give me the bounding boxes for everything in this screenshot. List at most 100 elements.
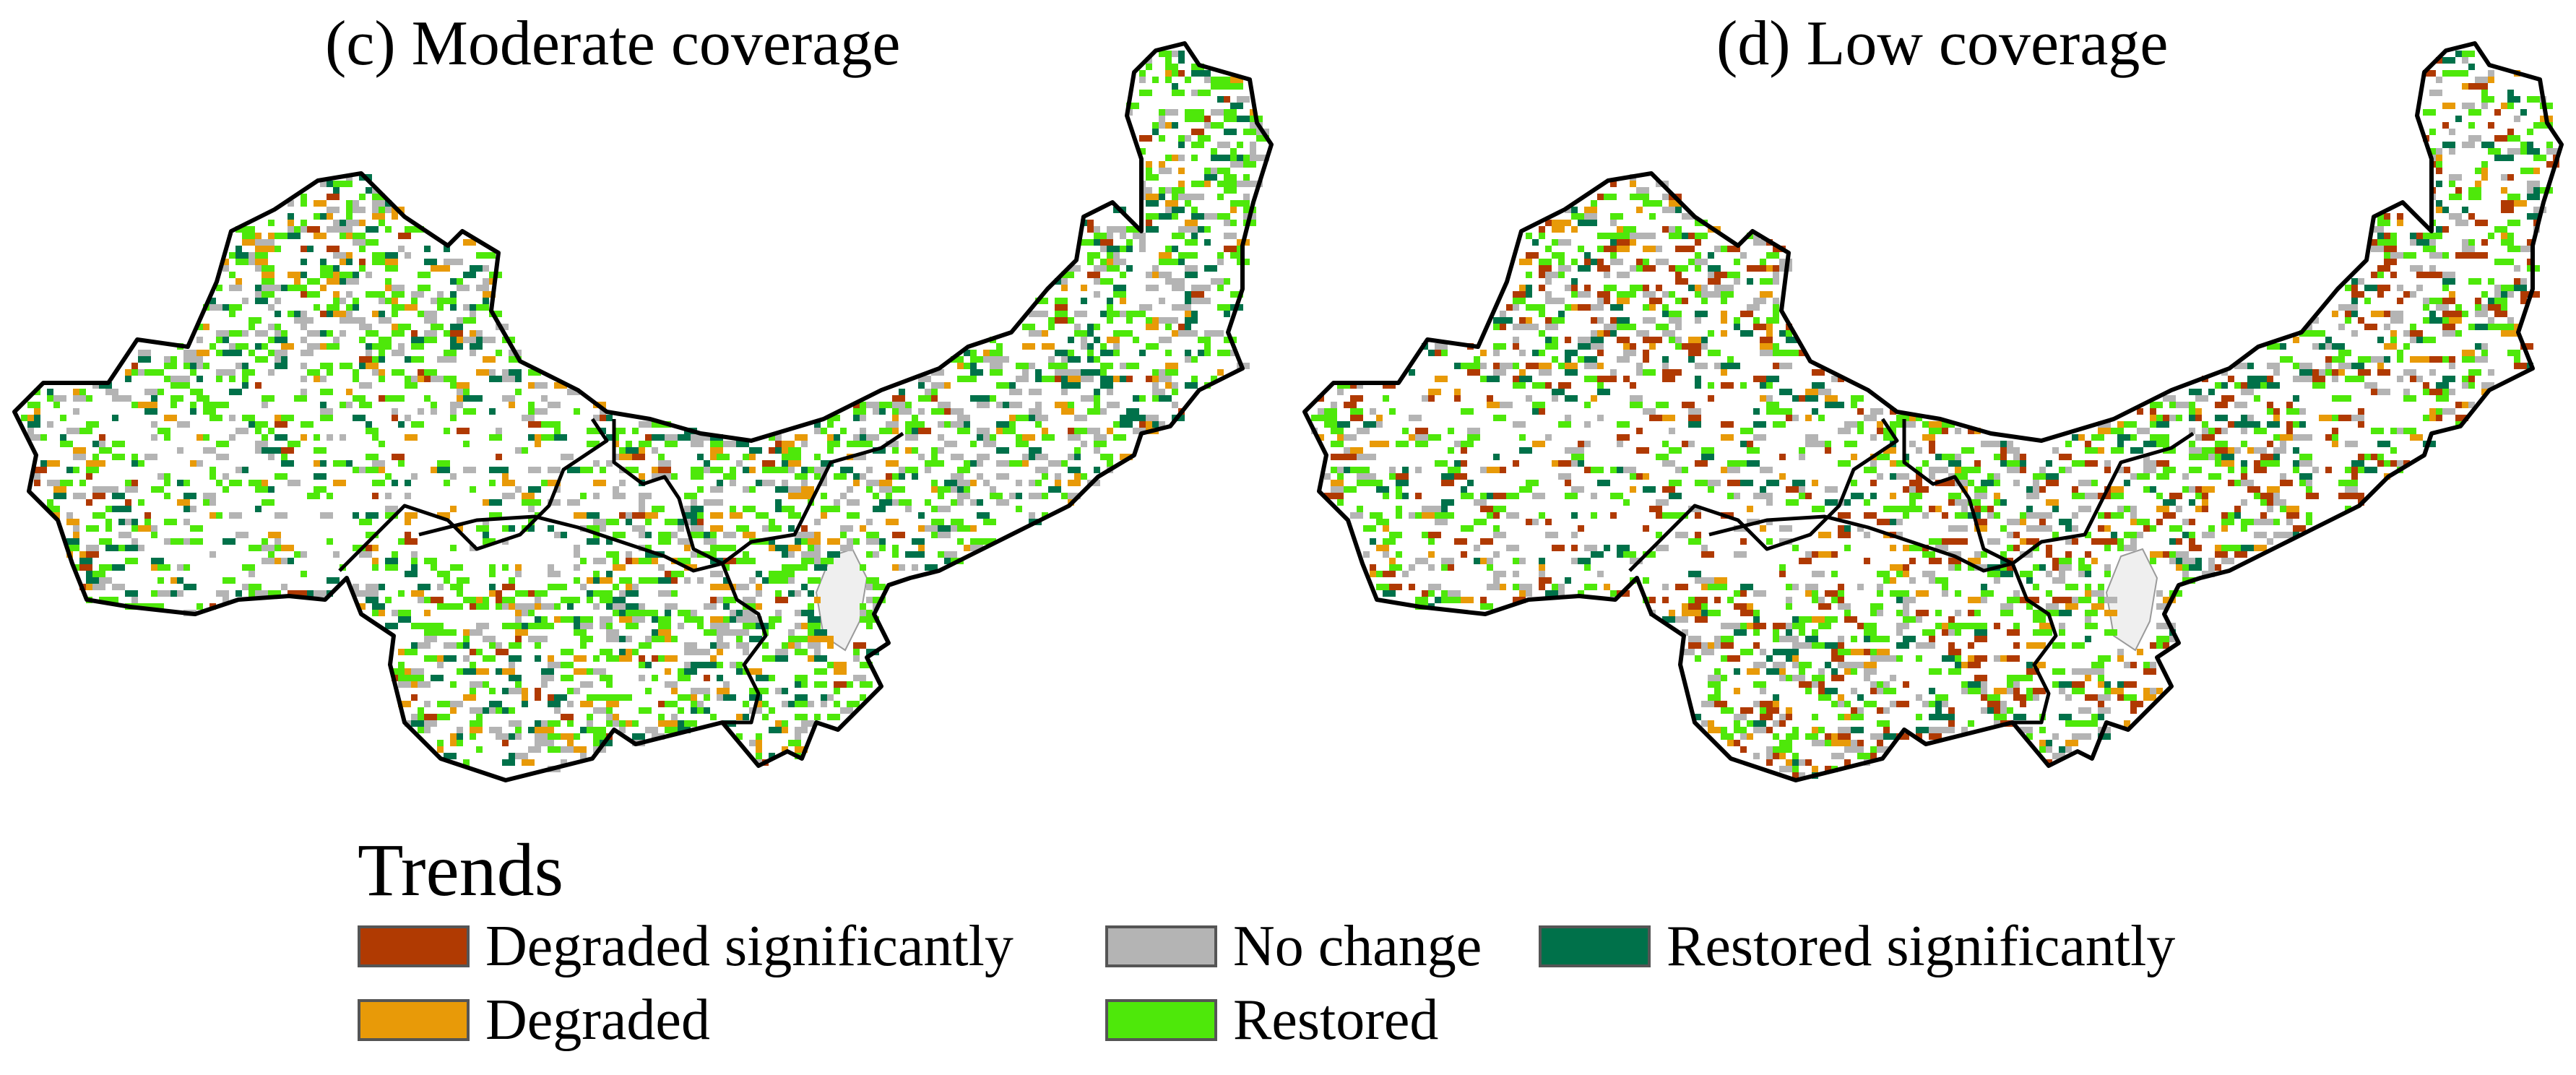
trend-pixel xyxy=(1974,493,1981,499)
trend-pixel xyxy=(2501,174,2507,181)
trend-pixel xyxy=(73,447,86,454)
trend-pixel xyxy=(548,402,561,408)
trend-pixel xyxy=(1022,460,1029,467)
trend-pixel xyxy=(1480,603,1487,610)
trend-pixel xyxy=(242,298,248,304)
trend-pixel xyxy=(2384,460,2390,467)
trend-pixel xyxy=(2384,213,2390,220)
trend-pixel xyxy=(1844,441,1857,447)
trend-pixel xyxy=(775,499,782,506)
trend-pixel xyxy=(1636,265,1643,272)
trend-pixel xyxy=(1198,135,1211,142)
trend-pixel xyxy=(1877,720,1890,727)
trend-pixel xyxy=(1383,551,1389,558)
trend-pixel xyxy=(203,324,209,330)
trend-pixel xyxy=(639,655,645,662)
trend-pixel xyxy=(470,681,483,688)
trend-pixel xyxy=(2267,421,2273,428)
trend-pixel xyxy=(1974,610,1981,616)
trend-pixel xyxy=(593,603,600,610)
trend-pixel xyxy=(944,558,951,564)
trend-pixel xyxy=(2221,454,2234,460)
trend-pixel xyxy=(2098,655,2111,662)
trend-pixel xyxy=(1662,330,1675,337)
trend-pixel xyxy=(743,558,756,564)
trend-pixel xyxy=(1981,707,1987,714)
trend-pixel xyxy=(853,454,866,460)
trend-pixel xyxy=(1191,64,1204,70)
trend-pixel xyxy=(1799,616,1812,623)
trend-pixel xyxy=(2013,681,2020,688)
trend-pixel xyxy=(1172,285,1185,291)
trend-pixel xyxy=(756,675,769,681)
trend-pixel xyxy=(398,616,411,623)
trend-pixel xyxy=(379,610,385,616)
trend-pixel xyxy=(548,727,554,733)
legend-swatch-degraded-significantly xyxy=(358,925,470,967)
trend-pixel xyxy=(1727,467,1740,473)
trend-pixel xyxy=(2124,421,2137,428)
trend-pixel xyxy=(918,428,931,434)
trend-pixel xyxy=(301,337,307,343)
trend-pixel xyxy=(2462,350,2475,356)
trend-pixel xyxy=(314,213,320,220)
trend-pixel xyxy=(652,434,665,441)
trend-pixel xyxy=(2455,330,2462,337)
trend-pixel xyxy=(437,291,444,298)
trend-pixel xyxy=(1578,590,1584,597)
trend-pixel xyxy=(2501,330,2514,337)
trend-pixel xyxy=(437,571,450,577)
trend-pixel xyxy=(892,415,899,421)
trend-pixel xyxy=(444,428,450,434)
trend-pixel xyxy=(1701,551,1714,558)
trend-pixel xyxy=(2195,408,2202,415)
trend-pixel xyxy=(2442,324,2455,330)
trend-pixel xyxy=(704,688,710,694)
trend-pixel xyxy=(2007,675,2020,681)
trend-pixel xyxy=(177,376,190,382)
trend-pixel xyxy=(222,337,229,343)
trend-pixel xyxy=(1539,369,1552,376)
trend-pixel xyxy=(2104,597,2117,603)
trend-pixel xyxy=(1773,363,1779,369)
trend-pixel xyxy=(515,447,522,454)
trend-pixel xyxy=(1851,402,1857,408)
trend-pixel xyxy=(1448,467,1461,473)
trend-pixel xyxy=(2117,538,2124,545)
trend-pixel xyxy=(502,473,509,480)
trend-pixel xyxy=(2488,77,2494,83)
trend-pixel xyxy=(1695,252,1701,259)
trend-pixel xyxy=(1799,681,1812,688)
trend-pixel xyxy=(2351,363,2364,369)
trend-pixel xyxy=(1113,291,1126,298)
trend-pixel xyxy=(1370,512,1383,519)
trend-pixel xyxy=(1094,291,1100,298)
trend-pixel xyxy=(1708,382,1714,389)
trend-pixel xyxy=(1968,447,1974,454)
trend-pixel xyxy=(626,551,632,558)
trend-pixel xyxy=(1584,213,1597,220)
trend-pixel xyxy=(1753,727,1766,733)
trend-pixel xyxy=(2026,668,2039,675)
trend-pixel xyxy=(1812,506,1825,512)
trend-pixel xyxy=(1500,584,1506,590)
trend-pixel xyxy=(2319,415,2332,421)
trend-pixel xyxy=(105,519,112,525)
trend-pixel xyxy=(548,733,561,740)
trend-pixel xyxy=(2059,564,2072,571)
trend-pixel xyxy=(268,324,275,330)
trend-pixel xyxy=(2260,512,2267,519)
trend-pixel xyxy=(177,577,183,584)
trend-pixel xyxy=(587,538,600,545)
trend-pixel xyxy=(2546,161,2559,168)
trend-pixel xyxy=(1825,590,1838,597)
trend-pixel xyxy=(600,525,606,532)
trend-pixel xyxy=(1558,239,1571,246)
trend-pixel xyxy=(1669,493,1682,499)
trend-pixel xyxy=(1178,155,1185,161)
trend-pixel xyxy=(196,395,209,402)
trend-pixel xyxy=(2332,369,2338,376)
trend-pixel xyxy=(522,610,528,616)
trend-pixel xyxy=(151,421,157,428)
trend-pixel xyxy=(1159,161,1165,168)
